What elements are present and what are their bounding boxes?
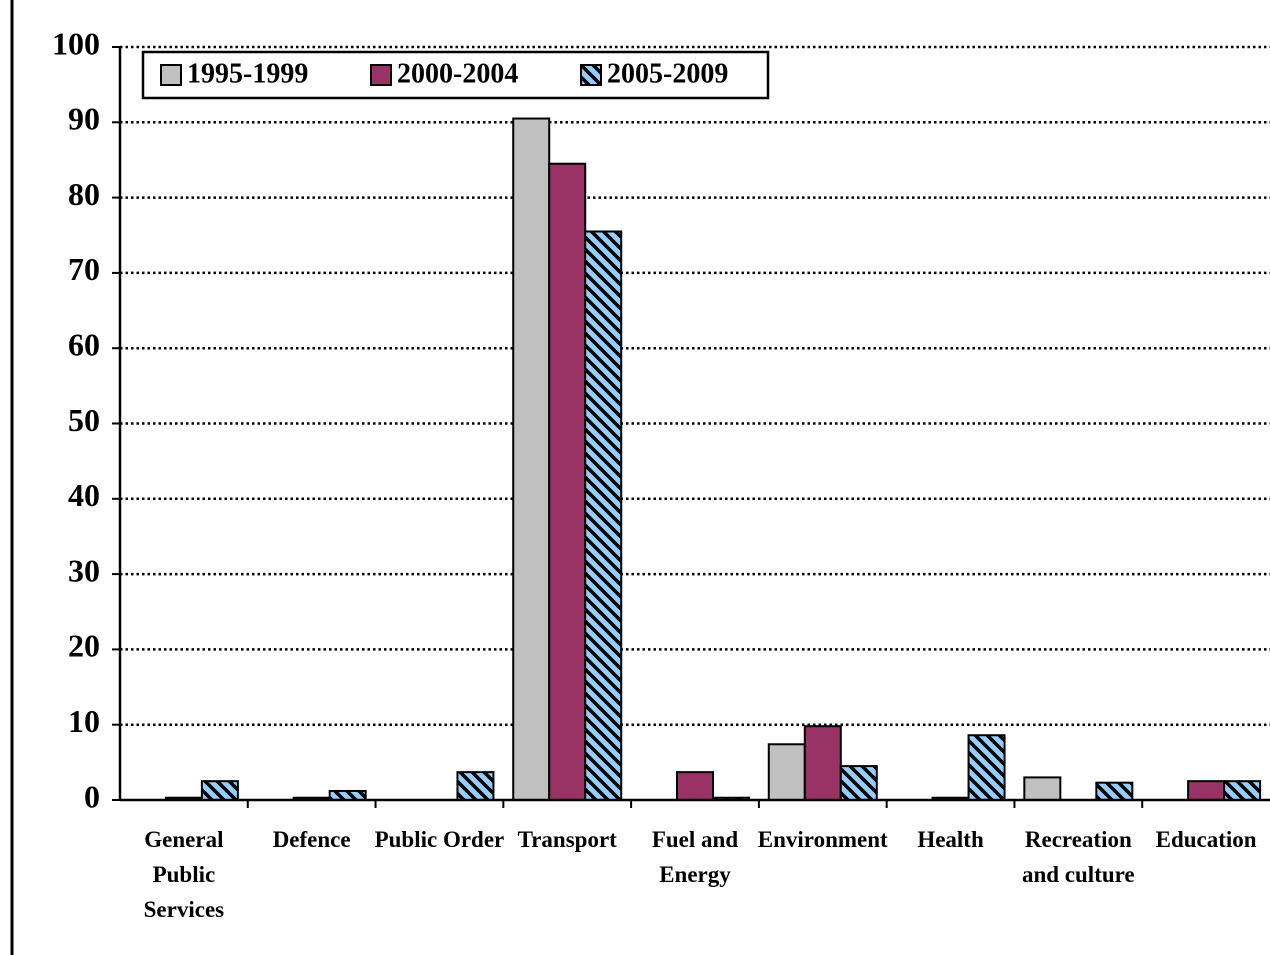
y-tick-label: 30 bbox=[68, 552, 100, 588]
y-tick-label: 20 bbox=[68, 628, 100, 664]
y-tick-label: 50 bbox=[68, 402, 100, 438]
bar bbox=[328, 789, 367, 801]
bar bbox=[548, 162, 587, 801]
x-tick-label: Defence bbox=[272, 827, 351, 852]
bar bbox=[200, 780, 239, 801]
legend-label: 2000-2004 bbox=[397, 58, 518, 89]
x-tick-label: Fuel and Energy bbox=[651, 827, 739, 887]
legend-swatch bbox=[580, 64, 602, 86]
legend-box bbox=[141, 50, 770, 100]
y-tick-label: 70 bbox=[68, 251, 100, 287]
bar bbox=[767, 743, 806, 802]
x-tick-label: Transport bbox=[517, 827, 617, 852]
x-tick-label-box: Education bbox=[1155, 827, 1257, 852]
y-tick-label: 60 bbox=[68, 327, 100, 363]
x-tick-label-box: Fuel and Energy bbox=[651, 827, 739, 887]
bar bbox=[584, 230, 623, 802]
bar bbox=[676, 771, 714, 801]
bar bbox=[1095, 781, 1134, 802]
bar bbox=[1187, 780, 1226, 801]
x-tick-label: Education bbox=[1155, 827, 1257, 852]
y-tick-label: 90 bbox=[68, 101, 100, 137]
bar bbox=[839, 765, 878, 801]
legend-swatch bbox=[160, 64, 182, 86]
bar bbox=[456, 771, 495, 801]
x-tick-label: General Public Services bbox=[143, 827, 225, 922]
x-tick-label-box: Recreation and culture bbox=[1021, 827, 1135, 887]
bar bbox=[967, 734, 1006, 802]
legend-label: 2005-2009 bbox=[607, 58, 728, 89]
legend-label: 1995-1999 bbox=[187, 58, 308, 89]
x-tick-label-box: Transport bbox=[517, 827, 617, 852]
x-tick-label-box: Public Order bbox=[374, 827, 505, 852]
bar bbox=[1223, 780, 1262, 801]
bar bbox=[1023, 776, 1062, 801]
x-tick-label: Recreation and culture bbox=[1021, 827, 1135, 887]
y-tick-label: 40 bbox=[68, 477, 100, 513]
y-tick-label: 80 bbox=[68, 176, 100, 212]
y-tick-label: 0 bbox=[84, 778, 100, 814]
y-tick-label: 10 bbox=[68, 703, 100, 739]
x-tick-label-box: Health bbox=[917, 827, 984, 852]
x-tick-label-box: General Public Services bbox=[143, 827, 225, 922]
bar bbox=[803, 725, 842, 801]
x-tick-label: Public Order bbox=[374, 827, 505, 852]
bar bbox=[512, 117, 551, 802]
x-tick-label: Environment bbox=[757, 827, 888, 852]
y-tick-label: 100 bbox=[52, 25, 100, 61]
x-tick-label-box: Defence bbox=[272, 827, 351, 852]
x-tick-label: Health bbox=[917, 827, 984, 852]
legend-swatch bbox=[370, 64, 392, 86]
x-tick-label-box: Environment bbox=[757, 827, 888, 852]
